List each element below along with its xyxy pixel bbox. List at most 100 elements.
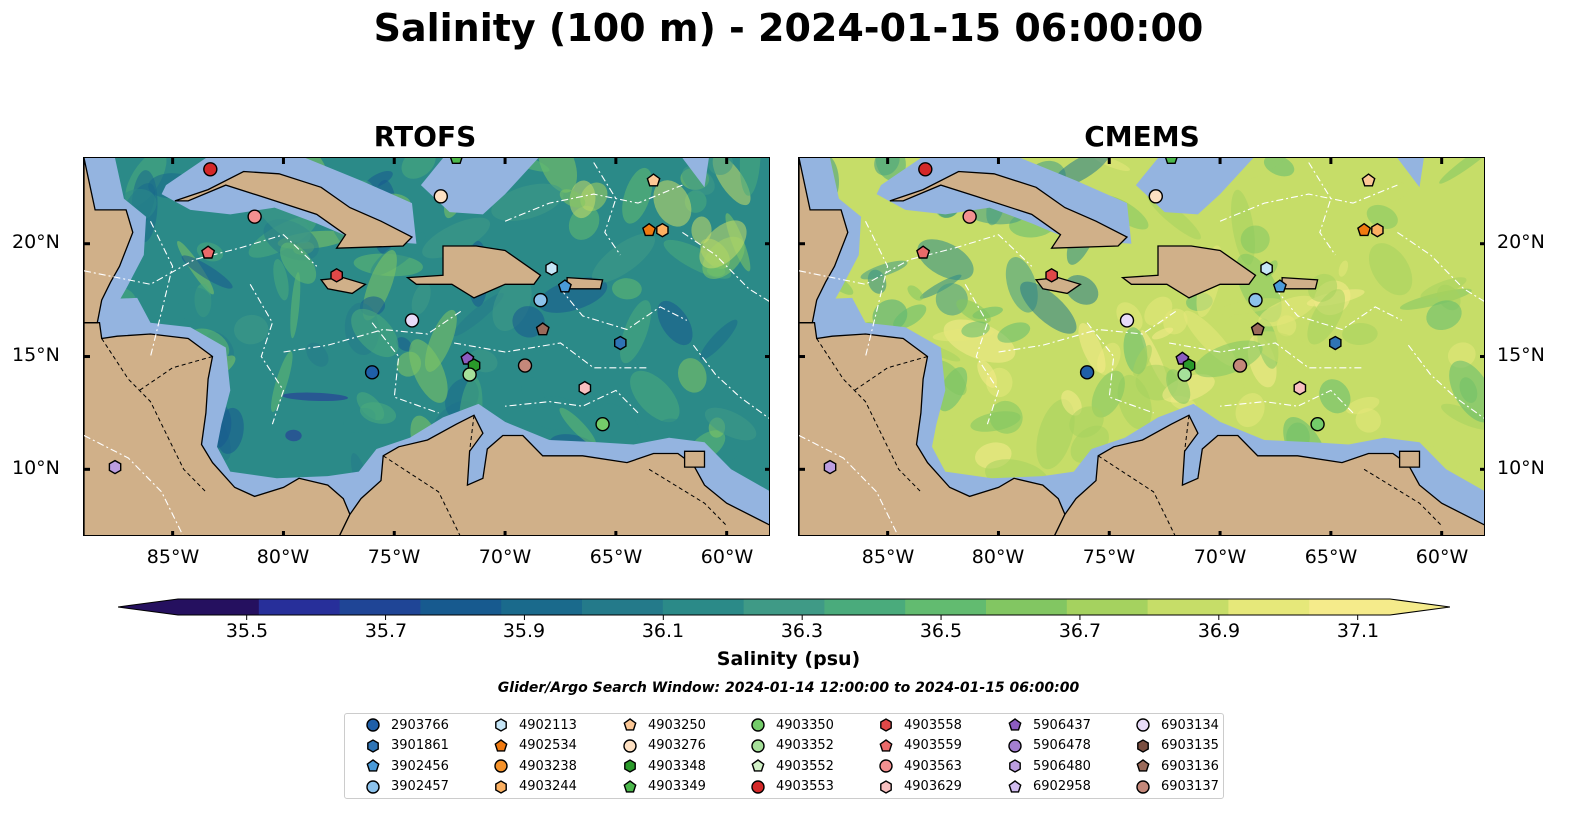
hexagon-marker-icon [880, 718, 892, 732]
eez-boundary [1397, 231, 1484, 302]
legend-item: 4903553 [750, 778, 834, 796]
legend-item: 5906437 [1007, 716, 1091, 734]
colorbar-tick-label: 35.5 [225, 620, 269, 642]
legend-label: 4903559 [904, 738, 962, 753]
legend-item: 5906480 [1007, 757, 1091, 775]
legend-label: 3902456 [391, 758, 449, 774]
lon-tick-label: 70°W [478, 546, 532, 568]
float-4903244-marker [656, 222, 669, 238]
panel-title-cmems: CMEMS [1084, 120, 1200, 153]
colorbar-segment [743, 599, 825, 615]
circle-marker-icon [494, 759, 508, 773]
pentagon-marker-icon [494, 738, 508, 752]
colorbar-segment [501, 599, 583, 615]
eez-boundary [998, 310, 1177, 353]
legend-item: 6903136 [1135, 757, 1219, 775]
legend-label: 4903553 [776, 779, 834, 794]
pentagon-marker-icon [623, 718, 637, 731]
float-3902457-marker [533, 292, 548, 308]
colorbar-extend-low [118, 599, 178, 615]
land-cuba [174, 170, 414, 249]
land-puertorico [566, 276, 604, 290]
lon-tick-label: 80°W [256, 546, 310, 568]
legend-item: 4903629 [878, 778, 962, 796]
legend-label: 4903558 [904, 717, 962, 733]
float-4903352-marker [462, 367, 477, 382]
eez-boundary [682, 231, 769, 302]
country-border [648, 468, 728, 527]
colorbar-tick-label: 36.1 [641, 620, 685, 642]
circle-marker-icon [1136, 779, 1150, 794]
float-3901861-marker [614, 335, 627, 351]
lat-tick-label-right: 15°N [1497, 344, 1545, 366]
float-4903563-marker [962, 209, 977, 224]
float-4903558-marker [1045, 267, 1058, 283]
legend-label: 4903563 [904, 758, 962, 774]
float-4903553-marker [918, 162, 933, 177]
circle-marker-icon [879, 759, 893, 773]
float-4903250-marker [646, 173, 661, 187]
hexagon-marker-icon [495, 779, 507, 794]
legend-label: 4902534 [519, 738, 577, 753]
colorbar-segment [339, 599, 421, 615]
pentagon-marker-icon [623, 779, 637, 793]
circle-marker-icon [366, 718, 380, 732]
circle-marker-icon [1136, 718, 1150, 732]
eez-boundary [1219, 184, 1398, 222]
lon-tick-label: 85°W [861, 546, 915, 568]
colorbar-tick-label: 35.7 [364, 620, 408, 642]
legend-label: 6903136 [1161, 758, 1219, 774]
pentagon-marker-icon [1008, 779, 1022, 793]
eez-boundary [1220, 389, 1354, 414]
hexagon-marker-icon [1009, 759, 1021, 773]
colorbar-segment [1309, 599, 1391, 615]
legend-item: 3902457 [365, 778, 449, 796]
legend-item: 4903348 [622, 757, 706, 775]
lon-tick-label: 65°W [1304, 546, 1358, 568]
float-4903276-marker [433, 189, 448, 204]
float-4903350-marker [595, 417, 610, 432]
land-central [799, 322, 1066, 535]
float-4903559-marker [201, 245, 216, 259]
eez-boundary [964, 284, 1000, 425]
legend-label: 4903348 [648, 758, 706, 774]
legend-item: 4903238 [493, 757, 577, 775]
shallow-shelf [1397, 158, 1424, 188]
eez-boundary [1407, 344, 1484, 419]
legend-item: 4903563 [878, 757, 962, 775]
colorbar-label: Salinity (psu) [716, 648, 861, 670]
legend-label: 4903552 [776, 758, 834, 774]
lon-tick-label: 65°W [589, 546, 643, 568]
hexagon-marker-icon [1137, 738, 1149, 753]
colorbar-tick-label: 36.7 [1058, 620, 1102, 642]
legend-item: 4903350 [750, 716, 834, 734]
eez-boundary [864, 220, 889, 357]
colorbar-segment [420, 599, 502, 615]
land-hispaniola [405, 245, 542, 299]
legend-label: 6903134 [1161, 717, 1219, 733]
land-southam [339, 414, 769, 535]
colorbar-tick-label: 37.1 [1336, 620, 1380, 642]
pentagon-marker-icon [879, 738, 893, 752]
float-6903134-marker [404, 313, 420, 328]
colorbar-segment [1228, 599, 1310, 615]
legend-label: 6903135 [1161, 738, 1219, 753]
legend-label: 4903276 [648, 738, 706, 753]
eez-boundary [249, 284, 285, 425]
circle-marker-icon [751, 738, 765, 753]
legend-label: 6902958 [1033, 779, 1091, 794]
float-6903137-marker [1232, 358, 1248, 373]
salinity-map-cmems [798, 157, 1485, 536]
circle-marker-icon [1008, 738, 1022, 753]
legend-label: 5906437 [1033, 717, 1091, 733]
figure-title: Salinity (100 m) - 2024-01-15 06:00:00 [373, 6, 1204, 50]
float-6903136-marker [535, 322, 550, 336]
eez-boundary [84, 435, 184, 535]
float-6903137-marker [517, 358, 533, 373]
float-3901861-marker [1329, 335, 1342, 351]
float-3902456-marker [1272, 279, 1287, 293]
legend-item: 3902456 [365, 757, 449, 775]
legend-label: 4902113 [519, 717, 577, 733]
legend-label: 4903238 [519, 758, 577, 774]
legend-label: 5906478 [1033, 738, 1091, 753]
